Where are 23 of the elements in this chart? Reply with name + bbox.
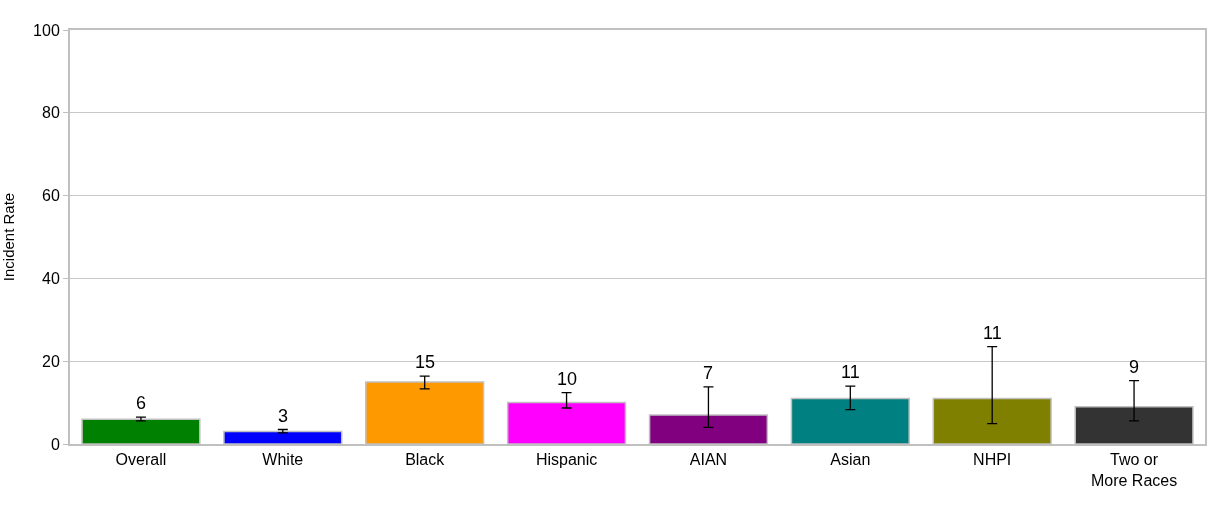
data-label: 11 <box>841 362 860 382</box>
x-tick-label: NHPI <box>973 451 1012 469</box>
x-tick-label: Hispanic <box>535 451 598 469</box>
y-tick-label: 80 <box>42 104 60 122</box>
x-tick-label: Two or More Races <box>1090 451 1178 489</box>
x-tick-label: Overall <box>115 451 167 469</box>
y-tick-label: 40 <box>42 270 60 287</box>
data-label: 11 <box>983 323 1002 343</box>
y-tick-label: 20 <box>42 352 60 370</box>
data-label: 15 <box>415 352 436 372</box>
x-tick-label: Asian <box>830 451 871 469</box>
y-axis-title: Incident Rate <box>0 192 17 282</box>
y-tick-label: 60 <box>42 187 60 205</box>
y-tick-label: 0 <box>50 435 60 453</box>
x-tick-label: Black <box>405 451 446 469</box>
x-tick-label: White <box>262 451 304 469</box>
data-label: 10 <box>557 369 578 389</box>
data-label: 3 <box>278 406 289 426</box>
x-tick-label: AIAN <box>689 451 728 469</box>
data-label: 9 <box>1129 357 1140 377</box>
y-tick-label: 100 <box>33 21 60 39</box>
data-label: 6 <box>136 393 147 413</box>
data-label: 7 <box>703 363 714 383</box>
